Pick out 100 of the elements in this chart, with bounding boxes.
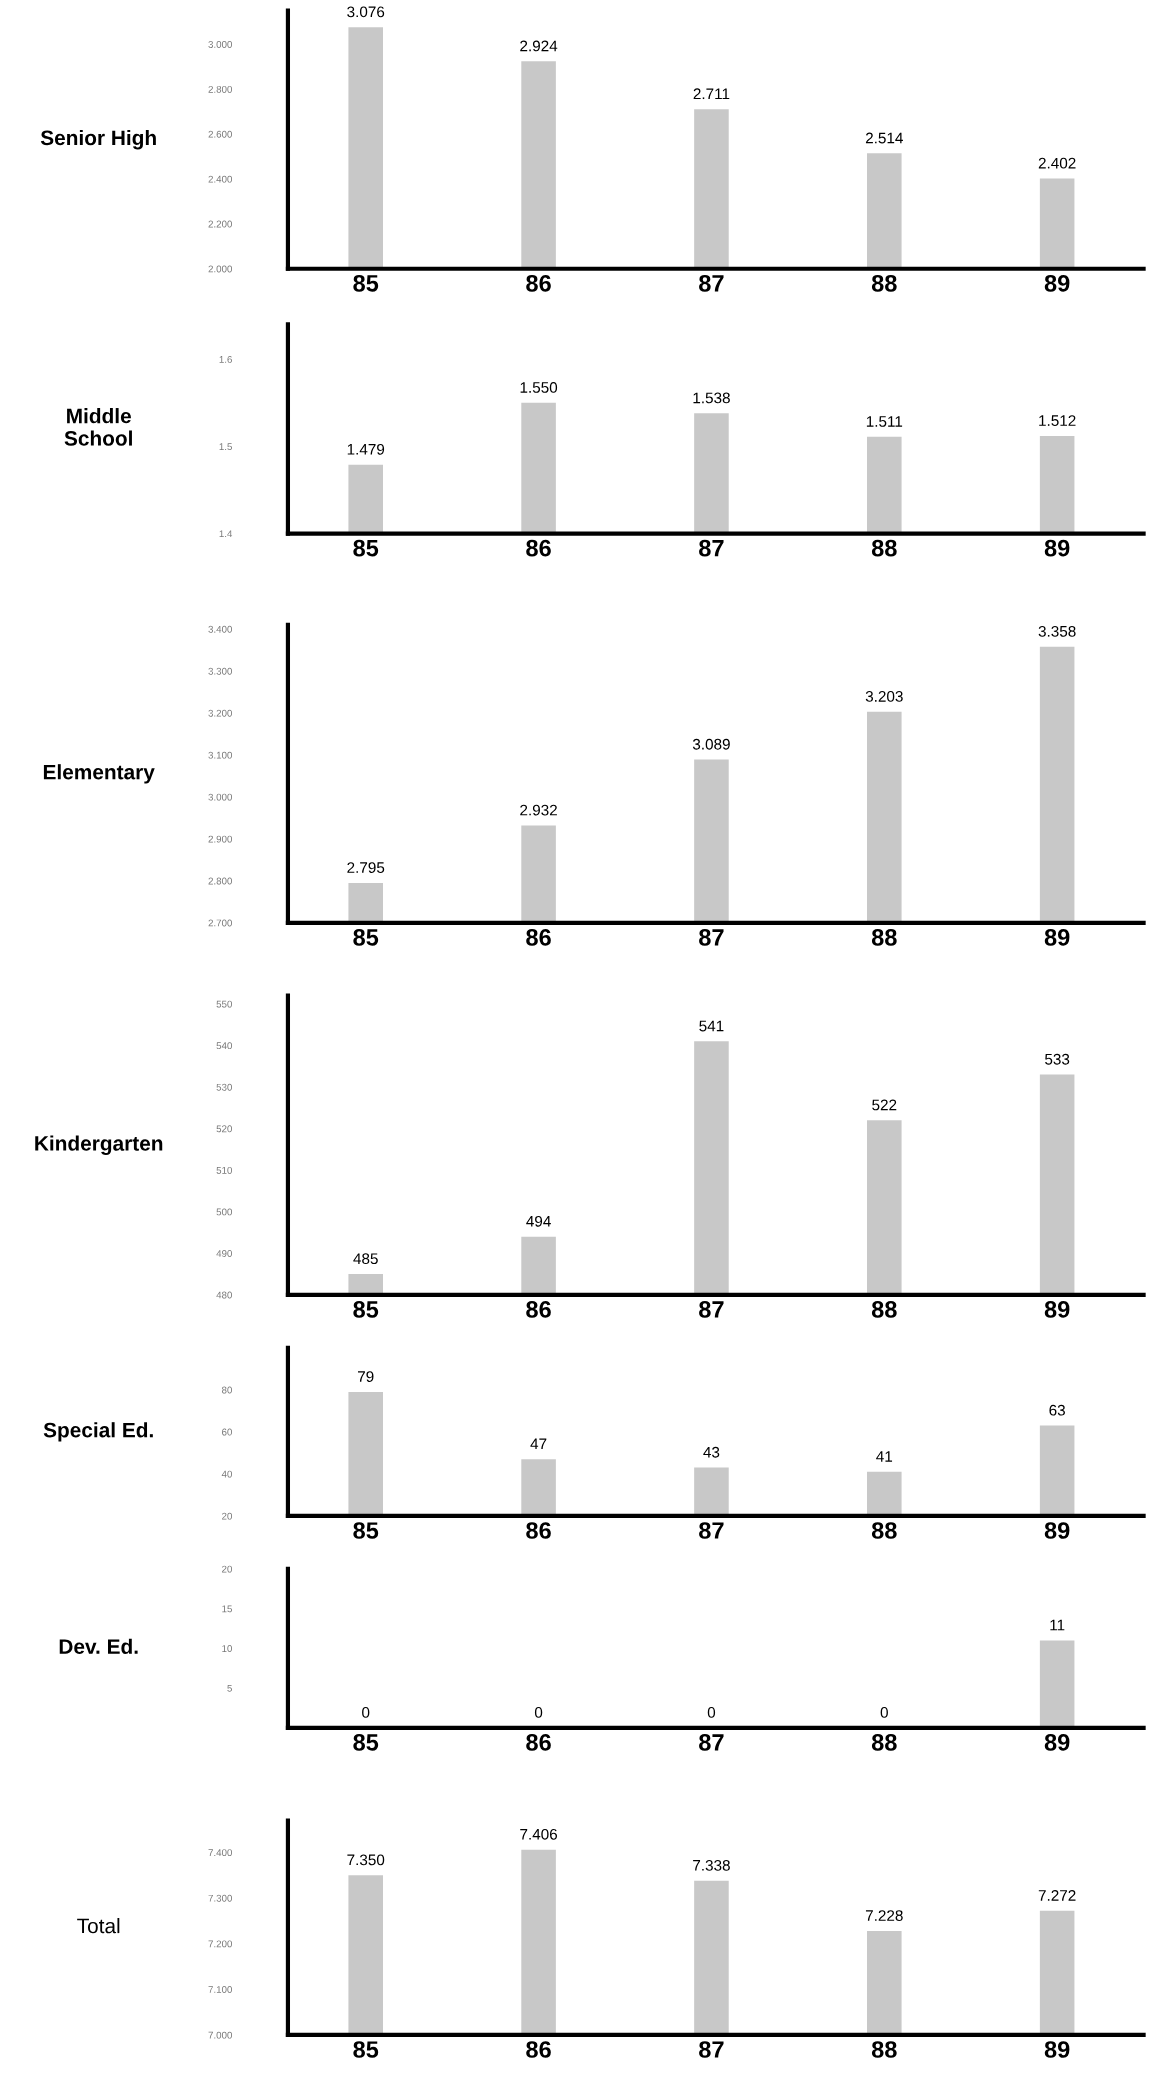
y-tick-label: 3.200 xyxy=(208,709,232,717)
data-label: 1.512 xyxy=(1039,415,1076,426)
data-label: 47 xyxy=(530,1438,547,1450)
y-tick-label: 2.000 xyxy=(208,265,232,273)
y-tick-label: 500 xyxy=(216,1208,232,1216)
x-tick-label: 88 xyxy=(871,274,897,292)
y-tick-label: 7.100 xyxy=(208,1986,232,1993)
text: Senior High xyxy=(40,129,156,150)
x-tick-label: 87 xyxy=(699,1733,724,1751)
data-label: 7.272 xyxy=(1038,1890,1076,1901)
data-label: 3.203 xyxy=(865,690,903,702)
data-label: 7.338 xyxy=(693,1859,730,1871)
y-tick-label: 1.4 xyxy=(219,530,233,538)
data-label: 1.511 xyxy=(866,416,903,427)
x-tick-label: 89 xyxy=(1044,1522,1070,1539)
data-label: 485 xyxy=(353,1253,378,1265)
x-tick-label: 87 xyxy=(699,928,724,946)
data-label: 7.406 xyxy=(520,1828,558,1840)
y-tick-label: 7.400 xyxy=(208,1849,232,1857)
y-tick-label: 540 xyxy=(216,1042,232,1050)
y-tick-label: 550 xyxy=(216,1000,232,1008)
x-tick-label: 89 xyxy=(1044,1733,1070,1751)
y-tick-label: 530 xyxy=(216,1083,232,1091)
y-tick-label: 2.600 xyxy=(208,130,232,138)
y-tick-label: 3.300 xyxy=(208,667,232,675)
data-label: 3.089 xyxy=(692,738,730,750)
x-tick-label: 86 xyxy=(526,2041,551,2058)
x-tick-label: 85 xyxy=(353,1522,379,1539)
data-label: 0 xyxy=(707,1707,716,1718)
data-label: 0 xyxy=(534,1707,543,1718)
x-tick-label: 86 xyxy=(526,1301,551,1318)
y-tick-label: 2.900 xyxy=(208,835,232,843)
y-tick-label: 2.700 xyxy=(208,919,232,927)
y-tick-label: 1.6 xyxy=(219,355,232,363)
x-tick-label: 89 xyxy=(1044,1301,1070,1318)
x-tick-label: 86 xyxy=(526,274,551,292)
y-tick-label: 2.400 xyxy=(208,175,232,183)
data-label: 43 xyxy=(703,1446,720,1458)
data-label: 7.350 xyxy=(347,1854,385,1866)
x-tick-label: 88 xyxy=(871,539,897,557)
y-tick-label: 40 xyxy=(221,1470,232,1478)
x-tick-label: 86 xyxy=(526,1733,551,1751)
x-tick-label: 87 xyxy=(699,2041,724,2058)
data-label: 2.932 xyxy=(520,804,557,816)
data-label: 2.711 xyxy=(693,88,730,100)
x-tick-label: 86 xyxy=(526,928,551,946)
x-tick-label: 87 xyxy=(699,1522,724,1539)
y-tick-label: 20 xyxy=(222,1512,232,1520)
x-tick-label: 87 xyxy=(699,539,724,557)
x-tick-label: 85 xyxy=(353,1301,379,1318)
y-tick-label: 7.300 xyxy=(208,1894,232,1902)
x-tick-label: 85 xyxy=(353,2041,379,2058)
y-tick-label: 3.400 xyxy=(208,625,232,633)
data-label: 0 xyxy=(362,1707,370,1718)
x-tick-label: 88 xyxy=(871,1301,897,1318)
x-tick-label: 88 xyxy=(871,2041,897,2058)
y-tick-label: 2.200 xyxy=(208,220,232,228)
data-label: 3.076 xyxy=(347,6,385,18)
x-tick-label: 86 xyxy=(526,1522,551,1539)
x-tick-label: 87 xyxy=(699,1301,724,1318)
y-tick-label: 5 xyxy=(227,1684,232,1692)
data-label: 494 xyxy=(526,1215,551,1227)
data-label: 0 xyxy=(880,1707,888,1718)
data-label: 3.358 xyxy=(1038,625,1076,637)
y-tick-label: 3.000 xyxy=(208,793,232,801)
y-tick-label: 7.200 xyxy=(208,1940,232,1948)
data-label: 11 xyxy=(1050,1619,1065,1631)
x-tick-label: 85 xyxy=(353,928,379,946)
y-tick-label: 3.000 xyxy=(208,41,232,48)
text: Special Ed. xyxy=(43,1422,153,1442)
data-label: 7.228 xyxy=(865,1910,903,1921)
y-tick-label: 520 xyxy=(216,1125,232,1133)
data-label: 41 xyxy=(876,1451,893,1462)
y-tick-label: 60 xyxy=(222,1428,232,1436)
y-tick-label: 3.100 xyxy=(208,751,232,759)
text: Elementary xyxy=(43,764,155,784)
y-tick-label: 10 xyxy=(222,1645,232,1652)
y-tick-label: 490 xyxy=(216,1250,232,1257)
text: Middle School xyxy=(64,408,132,446)
y-tick-label: 2.800 xyxy=(208,877,232,885)
data-label: 533 xyxy=(1045,1053,1070,1065)
y-tick-label: 80 xyxy=(221,1386,232,1394)
x-tick-label: 87 xyxy=(699,274,724,292)
x-tick-label: 88 xyxy=(871,1733,897,1751)
x-tick-label: 89 xyxy=(1044,539,1070,557)
data-label: 1.550 xyxy=(520,382,558,393)
y-tick-label: 15 xyxy=(222,1605,232,1613)
data-label: 1.538 xyxy=(693,392,730,404)
x-tick-label: 89 xyxy=(1044,274,1070,292)
x-tick-label: 88 xyxy=(871,1522,897,1539)
x-tick-label: 85 xyxy=(353,1733,379,1751)
x-tick-label: 88 xyxy=(871,928,897,946)
text: Kindergarten xyxy=(35,1135,163,1155)
x-tick-label: 86 xyxy=(526,539,551,557)
y-tick-label: 1.5 xyxy=(219,443,232,451)
data-label: 541 xyxy=(699,1020,724,1032)
x-tick-label: 89 xyxy=(1044,928,1070,946)
data-label: 79 xyxy=(358,1371,374,1382)
data-label: 1.479 xyxy=(347,443,385,455)
y-tick-label: 20 xyxy=(222,1565,232,1573)
